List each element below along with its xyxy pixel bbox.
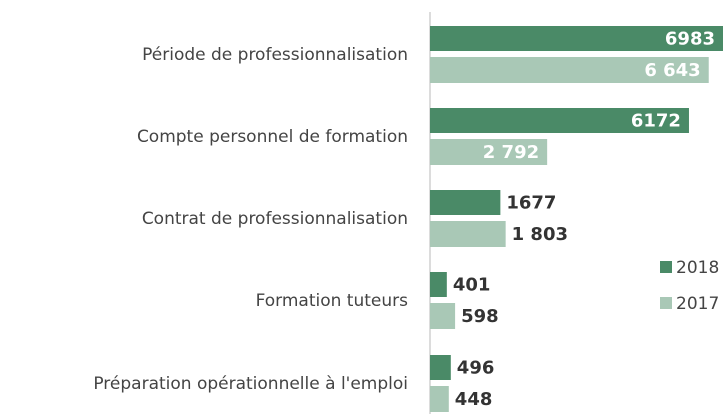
bar <box>430 272 447 297</box>
bar <box>430 190 501 215</box>
value-label: 6 643 <box>644 60 700 81</box>
legend-swatch <box>660 261 672 273</box>
category-label: Période de professionnalisation <box>142 45 408 65</box>
bar <box>430 108 689 133</box>
category-label: Préparation opérationnelle à l'emploi <box>93 374 408 394</box>
bar <box>430 57 709 83</box>
category-label: Formation tuteurs <box>256 291 409 311</box>
category-label: Compte personnel de formation <box>137 127 408 147</box>
value-label: 6983 <box>665 29 715 50</box>
value-label: 401 <box>453 275 491 296</box>
legend-label: 2017 <box>676 294 719 314</box>
bar <box>430 386 449 412</box>
value-label: 448 <box>455 389 493 410</box>
bar <box>430 26 723 51</box>
value-label: 6172 <box>631 111 681 132</box>
value-label: 1677 <box>506 193 556 214</box>
legend-swatch <box>660 297 672 309</box>
legend-label: 2018 <box>676 258 719 278</box>
value-label: 1 803 <box>512 224 568 245</box>
bar <box>430 355 451 380</box>
bar <box>430 139 548 165</box>
value-label: 598 <box>461 306 499 327</box>
bar <box>430 303 456 329</box>
bar <box>430 221 506 247</box>
value-label: 2 792 <box>483 142 539 163</box>
value-label: 496 <box>457 358 495 379</box>
category-label: Contrat de professionnalisation <box>142 209 408 229</box>
